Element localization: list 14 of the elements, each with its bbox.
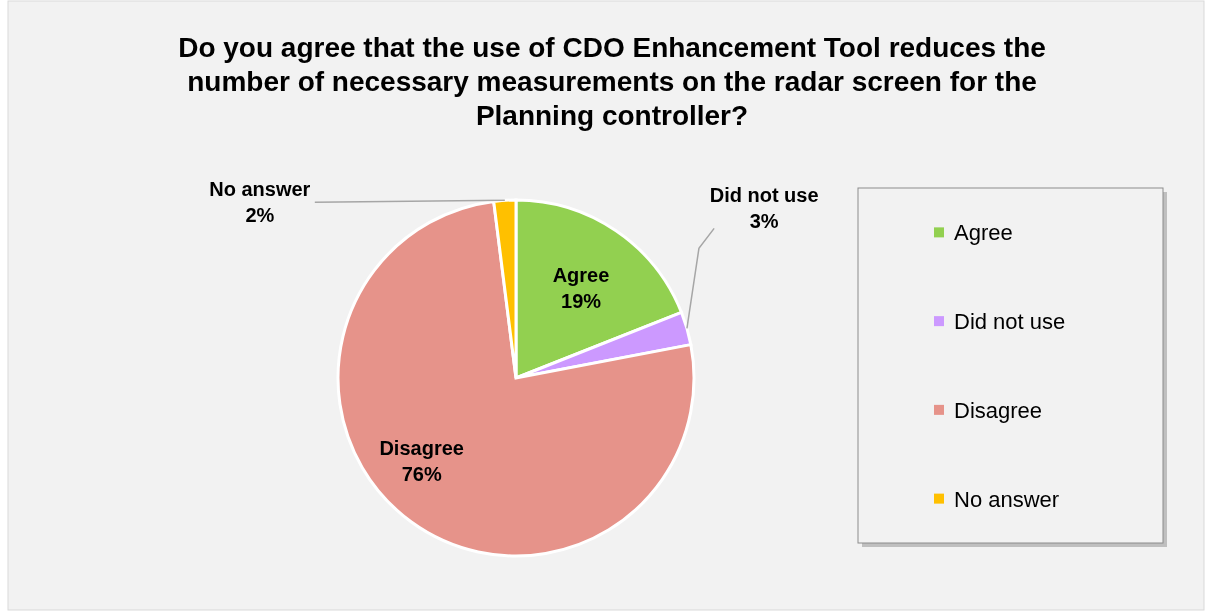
slice-label: Did not use (709, 184, 819, 207)
legend-label: Agree (954, 220, 1013, 246)
data-label: 3% (749, 210, 779, 233)
chart-title: Do you agree that the use of CDO Enhancement Tool reduces the number of necessary measurements on the radar screen for the Planning controller? (178, 32, 1046, 131)
data-label: 76% (401, 462, 442, 485)
legend-label: Disagree (954, 397, 1043, 423)
pie-slice (336, 199, 696, 558)
data-label: 2% (245, 204, 275, 227)
data-label: 19% (561, 290, 602, 313)
slice-label: Disagree (379, 436, 464, 459)
slice-label: No answer (209, 178, 311, 201)
legend-label: No answer (954, 486, 1060, 512)
slice-label: Agree (552, 264, 610, 287)
legend-label: Did not use (954, 309, 1066, 335)
